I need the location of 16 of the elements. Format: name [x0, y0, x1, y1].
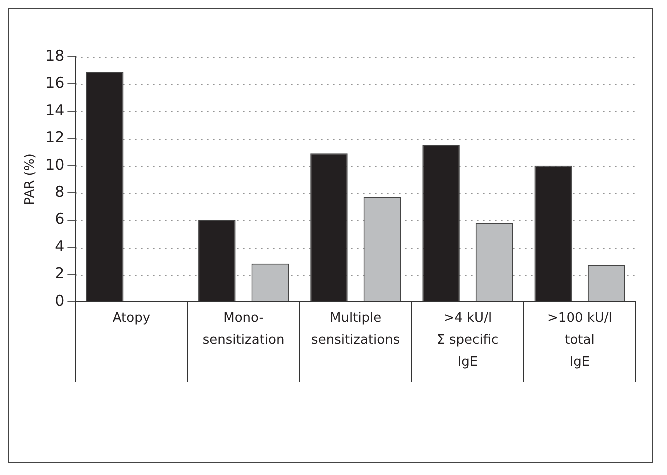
y-tick-label: 4 [55, 237, 65, 256]
y-tick-label: 0 [55, 292, 65, 310]
x-tick-label: >100 kU/l total IgE [548, 310, 612, 370]
y-tick-label: 2 [55, 264, 65, 283]
y-tick-label: 10 [46, 156, 65, 174]
y-tick-label: 8 [55, 183, 65, 201]
y-tick-label: 6 [55, 210, 65, 228]
y-tick-label: 12 [46, 128, 65, 147]
x-tick-label: Mono- sensitization [202, 310, 285, 348]
y-axis-title: PAR (%) [23, 154, 38, 206]
y-tick-label: 14 [46, 101, 65, 120]
y-tick-label: 16 [46, 74, 65, 92]
x-tick-label: Multiple sensitizations [312, 310, 400, 348]
x-tick-label: >4 kU/l Σ specific IgE [437, 310, 499, 370]
y-tick-label: 18 [46, 46, 65, 65]
x-tick-label: Atopy [112, 310, 151, 326]
